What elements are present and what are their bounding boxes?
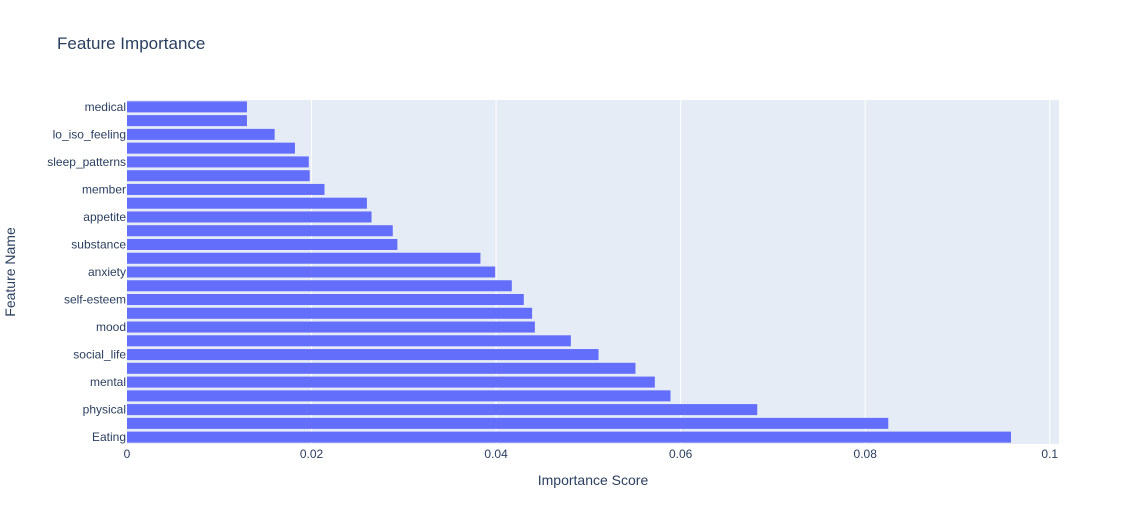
bar xyxy=(127,156,309,168)
y-tick-label: mood xyxy=(96,320,126,334)
bar xyxy=(127,266,496,278)
y-tick-label: mental xyxy=(90,375,126,389)
bar xyxy=(127,170,310,182)
x-axis-title: Importance Score xyxy=(538,472,649,488)
bar xyxy=(127,142,295,154)
bar xyxy=(127,362,636,374)
x-tick-labels: 0 0.02 0.04 0.06 0.08 0.1 xyxy=(124,447,1059,461)
y-tick-label: substance xyxy=(71,237,126,251)
y-tick-label: anxiety xyxy=(88,265,126,279)
x-tick-label: 0 xyxy=(124,447,131,461)
y-tick-label: medical xyxy=(85,100,126,114)
y-tick-label: Eating xyxy=(92,430,126,444)
y-tick-label: member xyxy=(82,182,126,196)
bar xyxy=(127,225,393,237)
bar xyxy=(127,183,325,195)
y-tick-label: lo_iso_feeling xyxy=(53,127,126,141)
bar xyxy=(127,404,758,416)
y-tick-label: social_life xyxy=(73,348,126,362)
bar xyxy=(127,390,671,402)
x-tick-label: 0.04 xyxy=(484,447,508,461)
bar xyxy=(127,238,398,250)
y-tick-label: self-esteem xyxy=(64,293,126,307)
y-tick-labels: medical lo_iso_feeling sleep_patternsmembe… xyxy=(47,100,126,444)
y-tick-label: appetite xyxy=(83,210,126,224)
chart-title: Feature Importance xyxy=(57,34,206,53)
bar xyxy=(127,101,247,113)
x-tick-label: 0.06 xyxy=(669,447,693,461)
bar xyxy=(127,307,533,319)
bar xyxy=(127,294,524,306)
bar xyxy=(127,211,372,223)
bar xyxy=(127,349,599,361)
bar xyxy=(127,115,247,127)
bar xyxy=(127,376,655,388)
x-tick-label: 0.1 xyxy=(1041,447,1058,461)
x-tick-label: 0.08 xyxy=(854,447,878,461)
y-tick-label: physical xyxy=(83,403,126,417)
bar xyxy=(127,197,367,209)
bar xyxy=(127,417,889,429)
bar xyxy=(127,280,512,292)
bar xyxy=(127,128,275,140)
x-tick-label: 0.02 xyxy=(300,447,324,461)
bars-group xyxy=(127,101,1012,443)
bar xyxy=(127,431,1012,443)
bar xyxy=(127,321,535,333)
bar xyxy=(127,335,571,347)
y-tick-label: sleep_patterns xyxy=(47,155,126,169)
bar xyxy=(127,252,481,264)
y-axis-title: Feature Name xyxy=(2,227,18,317)
